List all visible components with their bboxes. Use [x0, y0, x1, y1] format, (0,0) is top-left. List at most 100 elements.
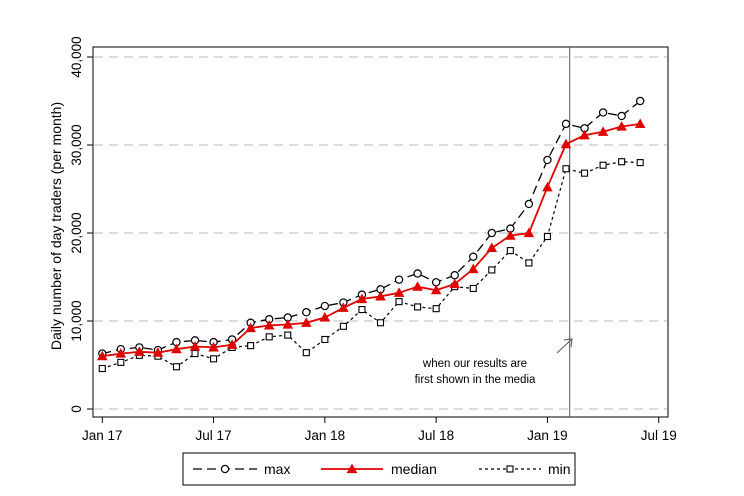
annotation-arrow: [556, 338, 573, 354]
data-point-min: [321, 335, 329, 344]
data-point-median: [375, 290, 386, 301]
data-point-min: [284, 331, 292, 339]
x-tick-label: Jul 17: [196, 428, 232, 443]
x-tick-label: Jan 18: [305, 428, 346, 443]
data-point-max: [394, 275, 404, 284]
series-median: [96, 118, 646, 361]
data-point-min: [358, 306, 366, 314]
data-point-min: [98, 364, 106, 373]
annotation-arrowhead: [563, 338, 573, 348]
data-point-min: [618, 158, 626, 166]
data-point-min: [172, 363, 181, 371]
data-point-min: [525, 259, 533, 267]
series-min: [98, 158, 644, 373]
data-point-median: [96, 350, 108, 361]
series-layer: [96, 96, 646, 373]
data-point-max: [524, 199, 534, 209]
data-point-median: [171, 343, 182, 354]
data-point-max: [635, 96, 645, 106]
data-point-min: [191, 350, 199, 358]
media-annotation: when our results are first shown in the …: [415, 338, 573, 386]
data-point-min: [376, 319, 385, 327]
x-tick-label: Jan 19: [527, 428, 568, 443]
data-point-min: [469, 284, 477, 292]
data-point-min: [580, 169, 589, 177]
data-point-median: [412, 281, 423, 291]
x-tick-label: Jul 18: [418, 428, 454, 443]
data-point-min: [506, 247, 514, 255]
data-point-median: [616, 121, 627, 131]
legend-label-median: median: [391, 461, 437, 477]
data-point-min: [117, 358, 125, 366]
data-point-max: [617, 111, 626, 121]
data-point-median: [523, 227, 535, 238]
data-point-max: [543, 155, 552, 165]
data-point-min: [210, 355, 218, 363]
y-tick-label: 30,000: [69, 124, 84, 165]
y-tick-label: 20,000: [69, 212, 84, 253]
data-point-min: [636, 159, 644, 167]
legend-label-max: max: [264, 461, 290, 477]
data-point-median: [430, 284, 442, 295]
x-tick-label: Jan 17: [82, 428, 123, 443]
data-point-median: [245, 322, 256, 333]
series-max: [98, 96, 645, 358]
data-point-median: [356, 293, 368, 304]
data-point-median: [634, 118, 646, 128]
data-point-max: [413, 269, 422, 278]
data-point-median: [449, 278, 460, 289]
data-point-median: [505, 230, 516, 240]
legend-label-min: min: [548, 461, 571, 477]
legend-marker-median: [346, 463, 358, 474]
data-point-min: [599, 161, 607, 169]
data-point-min: [247, 342, 255, 350]
data-point-min: [339, 322, 347, 330]
data-point-max: [450, 271, 459, 280]
data-point-median: [560, 138, 572, 149]
data-point-max: [487, 228, 496, 238]
annotation-line-2: first shown in the media: [415, 374, 536, 386]
data-point-median: [486, 242, 498, 253]
legend: max median min: [182, 452, 576, 486]
data-point-median: [263, 319, 275, 330]
legend-marker-max: [220, 464, 230, 474]
data-point-median: [152, 347, 164, 357]
data-point-min: [562, 165, 570, 173]
gridlines: [94, 56, 667, 410]
data-point-median: [134, 346, 145, 356]
data-point-median: [319, 312, 331, 322]
x-tick-label: Jul 19: [641, 428, 677, 443]
data-point-max: [320, 301, 330, 311]
data-point-median: [393, 287, 405, 297]
data-point-median: [189, 341, 201, 351]
data-point-median: [597, 126, 609, 136]
data-point-median: [542, 181, 553, 192]
data-point-median: [579, 129, 590, 140]
data-point-max: [598, 108, 608, 117]
y-tick-label: 10,000: [69, 300, 84, 341]
data-point-median: [208, 341, 219, 352]
data-point-median: [301, 317, 312, 327]
data-point-min: [395, 298, 403, 306]
data-point-max: [469, 252, 478, 261]
series-line-min: [102, 161, 641, 370]
data-point-min: [414, 303, 422, 311]
legend-marker-min: [506, 465, 514, 473]
x-axis: Jan 17 Jul 17 Jan 18 Jul 18 Jan 19 Jul 19: [82, 417, 677, 443]
data-point-max: [302, 308, 311, 317]
data-point-min: [302, 349, 310, 357]
y-axis: 0 10,000 20,000 30,000 40,000: [69, 36, 93, 413]
data-point-min: [432, 305, 440, 313]
y-axis-label: Daily number of day traders (per month): [48, 102, 64, 350]
data-point-median: [338, 302, 349, 312]
plot-area-frame: [92, 46, 669, 418]
y-tick-label: 40,000: [69, 36, 84, 77]
data-point-min: [488, 266, 496, 274]
data-point-max: [561, 119, 571, 129]
annotation-line-1: when our results are: [422, 358, 527, 370]
y-tick-label: 0: [69, 405, 84, 413]
data-point-median: [467, 263, 479, 274]
data-point-median: [282, 319, 294, 329]
data-point-median: [226, 339, 238, 349]
